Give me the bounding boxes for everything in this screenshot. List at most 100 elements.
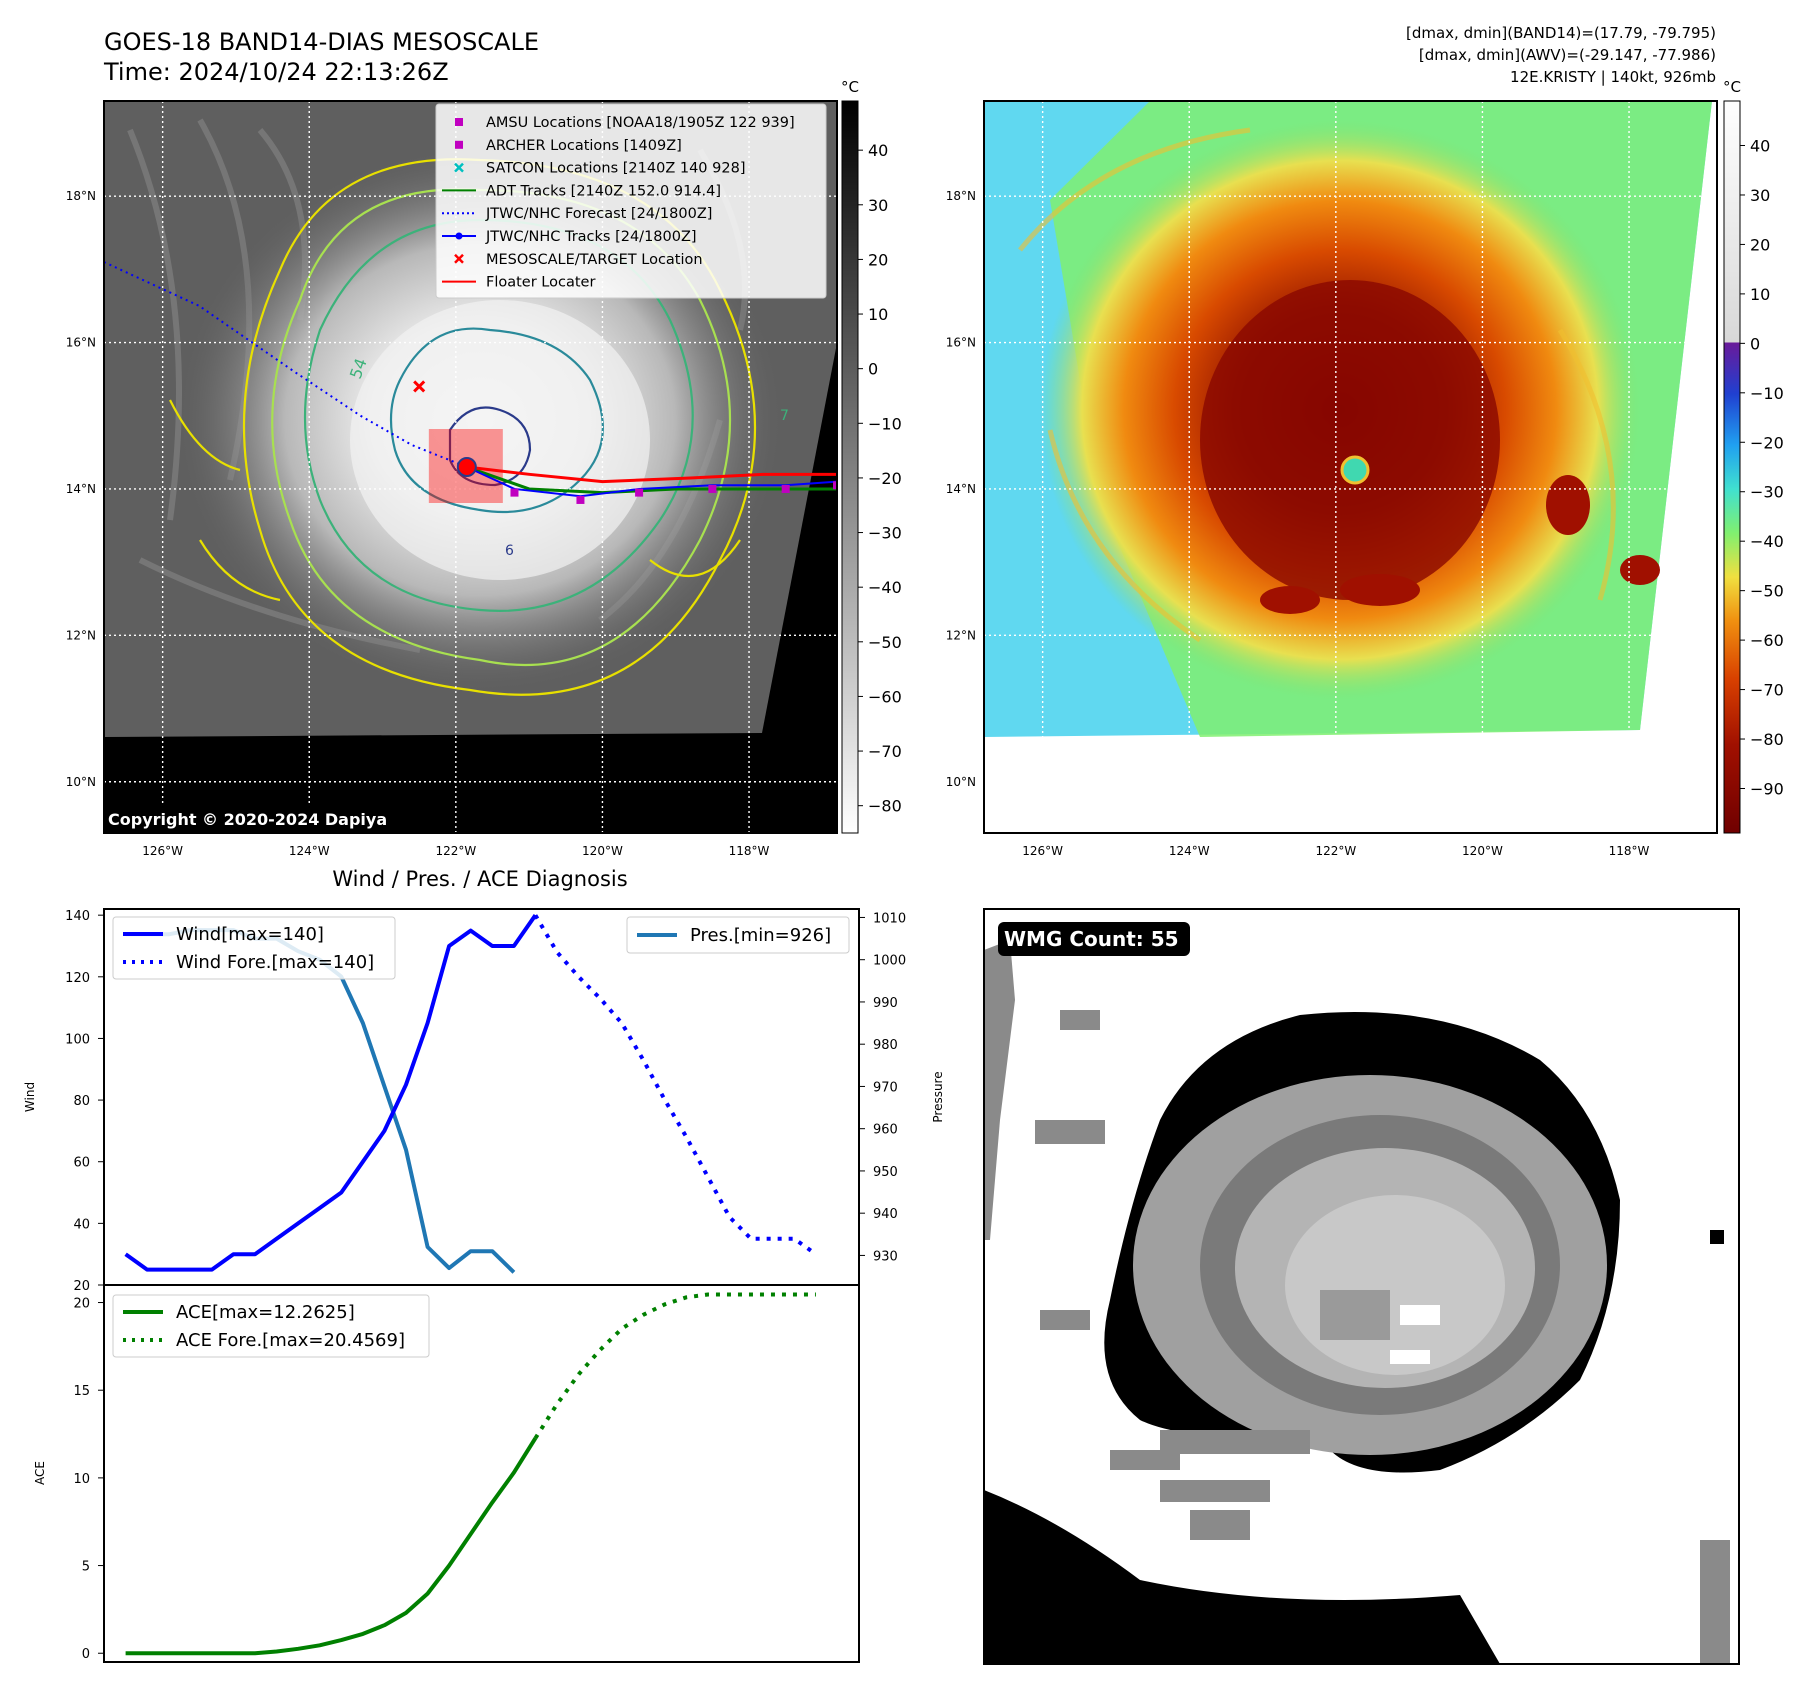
colorbar-tick-label: 30	[1750, 186, 1770, 205]
ace-ticks: 20 15 10 5 0	[73, 1297, 104, 1662]
pressure-tick-label: 970	[873, 1080, 898, 1095]
lon-tick-label: 126°W	[1022, 844, 1063, 858]
awv-color-map	[984, 101, 1717, 833]
map-legend: AMSU Locations [NOAA18/1905Z 122 939] ARC…	[435, 103, 827, 299]
copyright-box	[104, 806, 414, 832]
colorbar-tick-label: 10	[868, 305, 888, 324]
left-colorbar: °C 40 30 20 10 0 −10 −20 −30 −40 −50 −60 −70 −80	[841, 78, 902, 834]
ace-axis-label: ACE	[33, 1461, 47, 1485]
floater-track-line	[466, 465, 837, 484]
eye-marker-awv	[1340, 455, 1370, 485]
ace-tick-label: 10	[73, 1472, 90, 1487]
lon-labels-right: 126°W 124°W 122°W 120°W 118°W	[1022, 844, 1649, 858]
lat-labels-left: 18°N 16°N 14°N 12°N 10°N	[66, 189, 96, 789]
legend-item: JTWC/NHC Forecast [24/1800Z]	[442, 206, 712, 222]
colorbar-tick-label: −20	[868, 469, 902, 488]
colorbar-tick-label: −60	[1750, 631, 1784, 650]
wmg-frame	[983, 908, 1740, 1665]
wind-tick-label: 120	[65, 971, 90, 986]
lat-labels-right: 18°N 16°N 14°N 12°N 10°N	[946, 189, 976, 789]
right-colorbar-unit: °C	[1723, 78, 1741, 96]
lat-tick-label: 16°N	[66, 336, 96, 350]
wind-tick-label: 140	[65, 909, 90, 924]
colorbar-tick-label: −30	[1750, 483, 1784, 502]
legend-swatch	[455, 232, 463, 240]
legend-item: ARCHER Locations [1409Z]	[455, 138, 682, 154]
colorbar-tick-label: −10	[868, 414, 902, 433]
pressure-tick-label: 940	[873, 1207, 898, 1222]
colorbar-tick-label: 40	[868, 141, 888, 160]
wind-series-line	[124, 914, 538, 1272]
amsu-location-marker	[635, 488, 644, 497]
lat-tick-label: 16°N	[946, 336, 976, 350]
amsu-location-marker	[576, 495, 585, 504]
pressure-tick-label: 960	[873, 1123, 898, 1138]
colorbar-tick-label: −50	[1750, 582, 1784, 601]
legend-label: JTWC/NHC Tracks [24/1800Z]	[485, 229, 697, 245]
colorbar-tick-label: −50	[868, 633, 902, 652]
lat-tick-label: 12°N	[66, 628, 96, 642]
legend-item: JTWC/NHC Tracks [24/1800Z]	[442, 229, 697, 245]
ace-tick-label: 0	[82, 1647, 90, 1662]
legend-label: Floater Locater	[486, 275, 595, 291]
lon-tick-label: 124°W	[289, 844, 330, 858]
legend-item: AMSU Locations [NOAA18/1905Z 122 939]	[455, 115, 795, 131]
pressure-tick-label: 980	[873, 1038, 898, 1053]
info-line3: 12E.KRISTY | 140kt, 926mb	[1510, 68, 1716, 86]
lat-tick-label: 18°N	[66, 189, 96, 203]
colorbar-tick-label: 0	[868, 360, 878, 379]
right-map-frame	[983, 100, 1718, 834]
wind-tick-label: 20	[73, 1279, 90, 1294]
colorbar-tick-label: 10	[1750, 285, 1770, 304]
colorbar-tick-label: −90	[1750, 779, 1784, 798]
colorbar-tick-label: −40	[868, 578, 902, 597]
colorbar-tick-label: −10	[1750, 384, 1784, 403]
lat-tick-label: 14°N	[66, 482, 96, 496]
colorbar-tick-label: 0	[1750, 334, 1760, 353]
pressure-tick-label: 1000	[873, 954, 906, 969]
colorbar-tick-label: −80	[1750, 730, 1784, 749]
ace-legend: ACE[max=12.2625] ACE Fore.[max=20.4569]	[112, 1294, 430, 1358]
ace-series-line	[125, 1437, 538, 1656]
wind-tick-label: 80	[73, 1094, 90, 1109]
info-line2: [dmax, dmin](AWV)=(-29.147, -77.986)	[1419, 46, 1716, 64]
ace-tick-label: 20	[73, 1297, 90, 1312]
colorbar-tick-label: 20	[868, 250, 888, 269]
legend-pres: Pres.[min=926]	[690, 925, 831, 946]
lat-tick-label: 18°N	[946, 189, 976, 203]
legend-wind: Wind[max=140]	[176, 924, 324, 945]
right-colorbar: °C 40 30 20 10 0 −10 −20 −30 −40 −50 −60 −70 −80 −90	[1723, 78, 1784, 834]
pressure-axis-label: Pressure	[931, 1071, 945, 1122]
legend-item: Floater Locater	[442, 275, 595, 291]
legend-ace: ACE[max=12.2625]	[176, 1302, 355, 1323]
legend-label: MESOSCALE/TARGET Location	[486, 252, 703, 268]
left-map-frame	[103, 100, 838, 834]
storm-center-marker	[456, 457, 477, 477]
pressure-legend: Pres.[min=926]	[626, 916, 850, 954]
lat-tick-label: 10°N	[946, 775, 976, 789]
contour-label-2: 6	[505, 543, 514, 559]
wind-axis-label: Wind	[23, 1082, 37, 1112]
colorbar-tick-label: −60	[868, 687, 902, 706]
amsu-location-marker	[510, 488, 519, 497]
legend-ace-fore: ACE Fore.[max=20.4569]	[176, 1330, 405, 1351]
ace-tick-label: 15	[73, 1384, 90, 1399]
lon-tick-label: 118°W	[729, 844, 770, 858]
legend-item: ADT Tracks [2140Z 152.0 914.4]	[442, 183, 721, 199]
colorbar-tick-label: −30	[868, 524, 902, 543]
contour-label-3: 7	[780, 408, 789, 424]
legend-label: JTWC/NHC Forecast [24/1800Z]	[485, 206, 712, 222]
colorbar-tick-label: −80	[868, 797, 902, 816]
legend-label: SATCON Locations [2140Z 140 928]	[486, 161, 745, 177]
lat-tick-label: 10°N	[66, 775, 96, 789]
legend-swatch	[454, 253, 464, 264]
wind-tick-label: 40	[73, 1217, 90, 1232]
amsu-location-marker	[833, 481, 837, 490]
wmg-panel	[984, 909, 1739, 1664]
amsu-location-marker	[708, 484, 717, 493]
wind-legend: Wind[max=140] Wind Fore.[max=140]	[112, 916, 396, 980]
lon-tick-label: 120°W	[582, 844, 623, 858]
figure-title-line2: Time: 2024/10/24 22:13:26Z	[103, 58, 449, 86]
legend-label: ADT Tracks [2140Z 152.0 914.4]	[486, 183, 721, 199]
left-colorbar-unit: °C	[841, 78, 859, 96]
